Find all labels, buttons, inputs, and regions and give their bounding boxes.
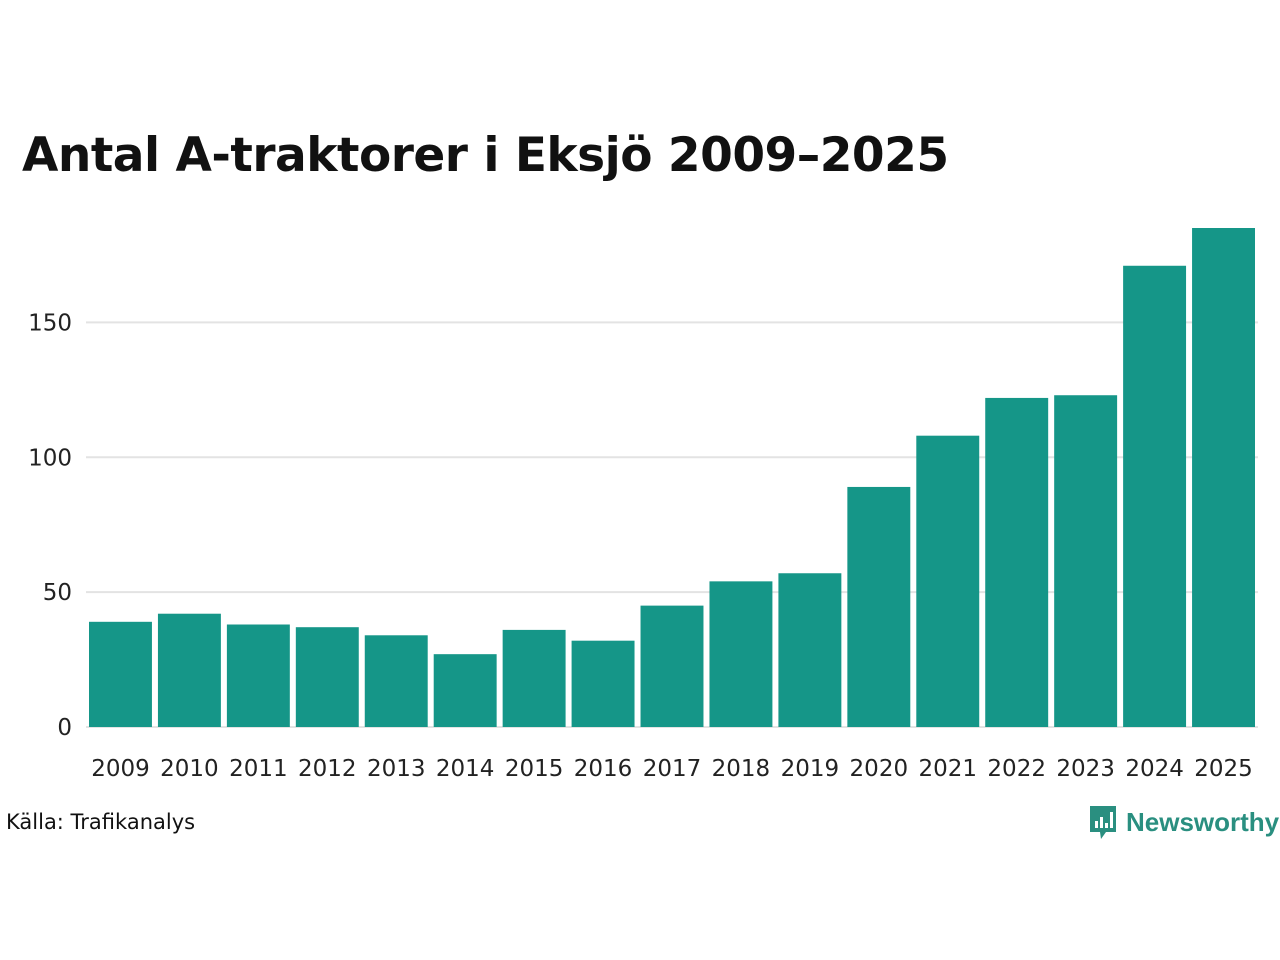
bar-2011 [226, 624, 290, 727]
x-tick-label: 2011 [229, 756, 288, 782]
x-tick-label: 2019 [781, 756, 840, 782]
y-tick-label: 0 [57, 715, 72, 741]
x-tick-label: 2024 [1125, 756, 1184, 782]
newsworthy-logo-icon [1090, 806, 1116, 839]
bar-2010 [157, 613, 221, 727]
x-tick-label: 2018 [712, 756, 771, 782]
bar-2020 [847, 486, 911, 727]
x-tick-label: 2020 [850, 756, 909, 782]
x-tick-label: 2014 [436, 756, 495, 782]
bars [89, 228, 1255, 727]
bar-2014 [433, 654, 497, 727]
y-tick-label: 100 [28, 445, 72, 471]
x-tick-label: 2021 [918, 756, 977, 782]
bar-2018 [709, 581, 773, 727]
source-note: Källa: Trafikanalys [6, 810, 196, 834]
bar-2019 [778, 573, 842, 727]
bar-2025 [1192, 228, 1255, 727]
bar-2016 [571, 640, 635, 727]
x-tick-label: 2012 [298, 756, 357, 782]
bar-2024 [1123, 265, 1187, 727]
bar-2017 [640, 605, 704, 727]
bar-2022 [985, 397, 1049, 727]
bar-2021 [916, 435, 980, 727]
x-tick-label: 2009 [91, 756, 150, 782]
x-tick-label: 2025 [1194, 756, 1253, 782]
x-tick-label: 2010 [160, 756, 219, 782]
y-tick-label: 150 [28, 310, 72, 336]
newsworthy-logo: Newsworthy [1088, 804, 1279, 840]
x-axis: 2009 2010 2011 2012 2013 2014 2015 2016 2017 2018… [91, 756, 1253, 782]
x-tick-label: 2013 [367, 756, 426, 782]
x-tick-label: 2016 [574, 756, 633, 782]
y-axis: 0 50 100 150 [28, 310, 72, 741]
bar-2012 [295, 627, 359, 727]
x-tick-label: 2022 [987, 756, 1046, 782]
bar-2015 [502, 629, 566, 727]
bar-2013 [364, 635, 428, 727]
bar-2009 [89, 621, 152, 727]
x-tick-label: 2023 [1056, 756, 1115, 782]
x-tick-label: 2015 [505, 756, 564, 782]
chart-title: Antal A-traktorer i Eksjö 2009–2025 [22, 128, 949, 183]
newsworthy-logo-text: Newsworthy [1126, 806, 1280, 837]
y-tick-label: 50 [43, 580, 72, 606]
bar-2023 [1054, 395, 1118, 727]
x-tick-label: 2017 [643, 756, 702, 782]
